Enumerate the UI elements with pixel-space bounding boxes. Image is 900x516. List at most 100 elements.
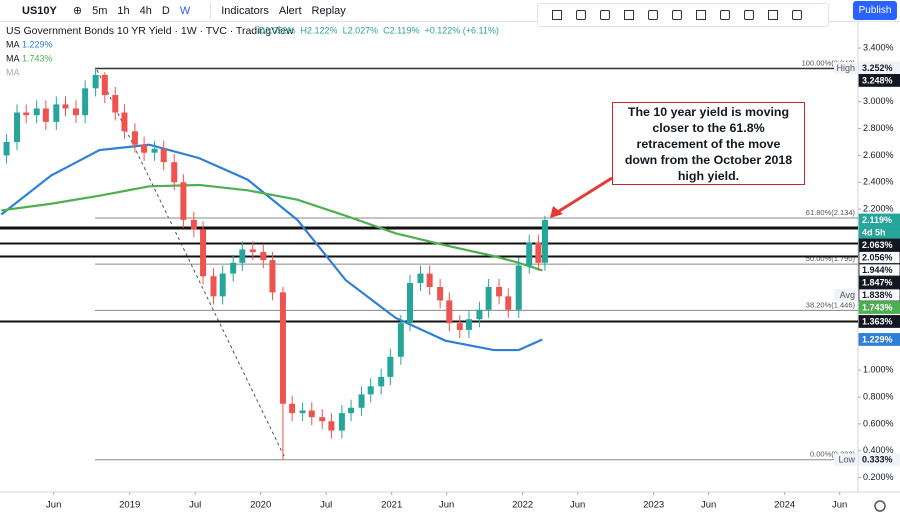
candle-body xyxy=(210,276,217,297)
arrow-head xyxy=(550,206,563,218)
hidden-indicator: MA xyxy=(6,67,20,77)
candle-body xyxy=(378,376,385,387)
price-box: 1.847% xyxy=(858,276,900,289)
candle-body xyxy=(387,356,394,377)
fib-label: 61.80%(2.134) xyxy=(806,208,856,217)
candle-body xyxy=(14,112,21,143)
interval[interactable]: 5m xyxy=(92,4,108,17)
price-tag-bg xyxy=(834,453,858,466)
annotation-arrow xyxy=(555,176,613,215)
price-box-bg xyxy=(858,315,900,328)
price-box: 0.333% xyxy=(858,453,900,467)
interval[interactable]: 4h xyxy=(139,4,152,17)
price-box-label: 0.333% xyxy=(862,455,893,465)
candle-body xyxy=(446,300,453,324)
price-box-bg xyxy=(858,213,900,227)
price-box-bg xyxy=(858,301,900,314)
drawing-tool[interactable] xyxy=(792,10,802,20)
candle-body xyxy=(397,323,404,357)
price-box-label: 2.063% xyxy=(862,240,893,250)
add-symbol[interactable]: ⊕ xyxy=(72,5,83,17)
price-box-bg xyxy=(858,61,900,75)
price-box-label: 1.944% xyxy=(862,265,893,275)
interval[interactable]: W xyxy=(179,4,191,17)
y-tick-label: 2.200% xyxy=(863,204,894,214)
candle-body xyxy=(485,286,492,310)
moving-average xyxy=(1,183,543,272)
fib-label: 50.00%(1.790) xyxy=(806,254,856,263)
ohlc-value: H2.122% xyxy=(301,25,338,35)
drawing-tool[interactable] xyxy=(696,10,706,20)
price-box: 2.056% xyxy=(858,251,900,264)
candle-body xyxy=(358,394,365,408)
y-tick-label: 0.600% xyxy=(863,418,894,428)
x-tick-label: Jun xyxy=(701,500,716,511)
fib-label: 38.20%(1.446) xyxy=(806,300,856,309)
candle-body xyxy=(62,104,69,109)
drawing-toolbar xyxy=(537,3,829,27)
price-box-bg xyxy=(858,333,900,346)
candle-body xyxy=(456,323,463,330)
candle-body xyxy=(505,296,512,310)
price-box-label: 3.252% xyxy=(862,63,893,73)
candle-body xyxy=(23,112,30,116)
drawing-tool[interactable] xyxy=(768,10,778,20)
toolbar-button[interactable]: Indicators xyxy=(221,4,269,17)
price-tag-bg xyxy=(834,61,858,74)
candle-body xyxy=(239,249,246,263)
drawing-tool[interactable] xyxy=(600,10,610,20)
legend: MA 1.229%MA 1.743%MA xyxy=(6,39,53,77)
publish-button[interactable]: Publish xyxy=(853,1,897,20)
candle-body xyxy=(112,95,119,113)
candle-body xyxy=(249,249,256,253)
price-box: 2.119% xyxy=(858,213,900,227)
candle-body xyxy=(426,273,433,287)
x-tick-label: 2024 xyxy=(774,500,795,511)
price-box-bg xyxy=(858,226,900,239)
ohlc-value: L2.027% xyxy=(343,25,379,35)
candle-body xyxy=(269,260,276,293)
candle-body xyxy=(190,219,197,230)
settings-icon[interactable] xyxy=(874,500,886,512)
candle-body xyxy=(141,144,148,153)
interval[interactable]: D xyxy=(161,4,170,17)
ohlc-value: O2.052% xyxy=(258,25,296,35)
drawing-tool[interactable] xyxy=(576,10,586,20)
candle-body xyxy=(53,104,60,122)
fib-label: 0.00%(0.333) xyxy=(810,450,856,459)
candle-body xyxy=(308,410,315,418)
separator xyxy=(210,2,212,19)
price-box: 3.252% xyxy=(858,61,900,75)
y-tick-label: 2.400% xyxy=(863,177,894,187)
candle-body xyxy=(200,229,207,277)
price-box: 2.063% xyxy=(858,238,900,252)
x-tick-label: 2019 xyxy=(119,500,140,511)
interval[interactable]: 1h xyxy=(117,4,130,17)
drawing-tool[interactable] xyxy=(648,10,658,20)
drawing-tool[interactable] xyxy=(720,10,730,20)
candle-body xyxy=(219,273,226,297)
x-tick-label: Jul xyxy=(189,500,201,511)
y-tick-label: 3.400% xyxy=(863,42,894,52)
legend-name: MA xyxy=(6,39,20,49)
candle-body xyxy=(496,286,503,297)
candle-body xyxy=(121,112,128,132)
candle-body xyxy=(171,162,178,183)
drawing-tool[interactable] xyxy=(672,10,682,20)
intervals: 5m 1h 4h D W xyxy=(92,5,200,17)
price-box-bg xyxy=(858,251,900,264)
legend-value: 1.229% xyxy=(22,39,53,49)
price-box-label: 1.847% xyxy=(862,277,893,287)
price-box-label: 1.229% xyxy=(862,334,893,344)
chart-title: US Government Bonds 10 YR Yield · 1W · T… xyxy=(6,25,294,37)
symbol[interactable]: US10Y xyxy=(22,4,57,17)
price-box-label: 2.119% xyxy=(862,215,892,225)
drawing-tool[interactable] xyxy=(552,10,562,20)
toolbar-button[interactable]: Replay xyxy=(311,4,346,17)
plot: 100.00%(3.248) 61.80%(2.134) 50.00%(1.790)… xyxy=(0,58,858,461)
price-box: 3.248% xyxy=(858,74,900,87)
toolbar-button[interactable]: Alert xyxy=(278,4,302,17)
drawing-tool[interactable] xyxy=(624,10,634,20)
drawing-tool[interactable] xyxy=(744,10,754,20)
